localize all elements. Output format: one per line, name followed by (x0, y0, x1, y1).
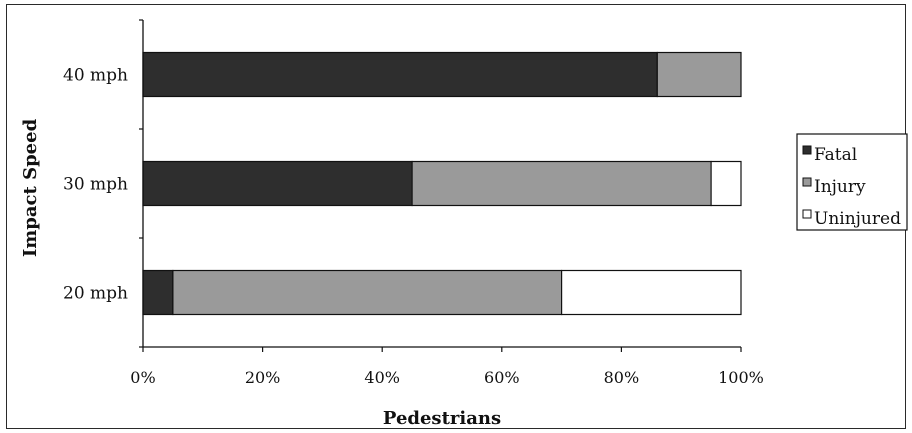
x-axis-title: Pedestrians (383, 408, 501, 429)
category-label: 40 mph (63, 66, 128, 86)
bar-injury-40-mph (656, 51, 742, 98)
bars-layer (142, 51, 742, 316)
bar-uninjured-20-mph (560, 269, 742, 316)
x-tick-label: 0% (130, 368, 155, 387)
legend-swatch-fatal (802, 145, 812, 155)
legend-box (796, 133, 908, 231)
bar-injury-30-mph (411, 160, 712, 207)
category-label: 30 mph (63, 175, 128, 195)
x-tick-label: 40% (364, 368, 400, 387)
legend-swatch-uninjured (802, 209, 812, 219)
x-tick-label: 60% (484, 368, 520, 387)
bar-fatal-20-mph (142, 269, 174, 316)
legend-label-uninjured: Uninjured (814, 209, 901, 229)
axes-layer (139, 19, 742, 352)
x-tick-label: 20% (245, 368, 281, 387)
legend-swatch-injury (802, 177, 812, 187)
bar-uninjured-30-mph (710, 160, 742, 207)
bar-injury-20-mph (172, 269, 563, 316)
y-axis-title: Impact Speed (20, 118, 41, 257)
legend: Fatal Injury Uninjured (796, 133, 908, 231)
x-tick-labels: 0% 20% 40% 60% 80% 100% (130, 368, 764, 387)
x-tick-label: 100% (718, 368, 764, 387)
category-label: 20 mph (63, 284, 128, 304)
legend-label-fatal: Fatal (814, 145, 857, 165)
x-tick-label: 80% (604, 368, 640, 387)
category-labels: 40 mph 30 mph 20 mph (63, 66, 128, 304)
bar-fatal-30-mph (142, 160, 413, 207)
bar-fatal-40-mph (142, 51, 658, 98)
legend-label-injury: Injury (814, 177, 866, 197)
